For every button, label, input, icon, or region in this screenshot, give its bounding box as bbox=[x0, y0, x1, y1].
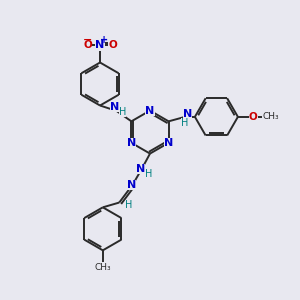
Text: O: O bbox=[108, 40, 117, 50]
Text: −: − bbox=[83, 35, 92, 45]
Text: O: O bbox=[249, 112, 257, 122]
Text: O: O bbox=[83, 40, 92, 50]
Text: N: N bbox=[146, 106, 154, 116]
Text: N: N bbox=[136, 164, 145, 174]
Text: H: H bbox=[119, 107, 126, 117]
Text: N: N bbox=[110, 102, 120, 112]
Text: N: N bbox=[164, 138, 173, 148]
Text: N: N bbox=[95, 40, 105, 50]
Text: H: H bbox=[124, 200, 132, 210]
Text: N: N bbox=[127, 138, 136, 148]
Text: H: H bbox=[181, 118, 188, 128]
Text: CH₃: CH₃ bbox=[262, 112, 279, 122]
Text: N: N bbox=[127, 180, 136, 190]
Text: CH₃: CH₃ bbox=[94, 262, 111, 272]
Text: +: + bbox=[100, 35, 108, 45]
Text: H: H bbox=[146, 169, 153, 178]
Text: N: N bbox=[182, 109, 192, 119]
